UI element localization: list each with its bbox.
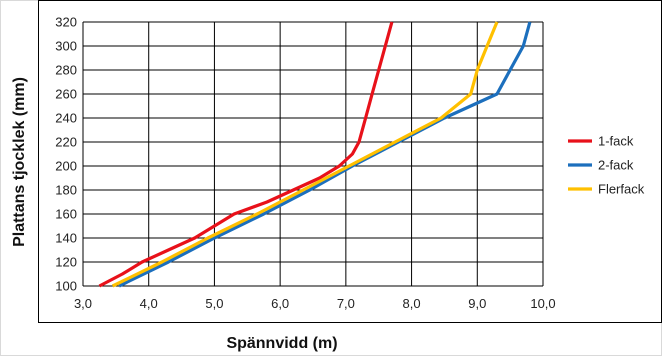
y-tick-label: 240 (55, 111, 77, 126)
x-tick-label: 3,0 (74, 296, 92, 311)
y-tick-label: 180 (55, 183, 77, 198)
y-tick-label: 300 (55, 39, 77, 54)
series-lines (98, 21, 532, 288)
tick-labels: 100 120 140 160 180 200 220 240 260 280 300 320 3,0 4… (55, 15, 555, 312)
legend-label: 1-fack (598, 134, 634, 149)
y-tick-label: 140 (55, 231, 77, 246)
x-tick-label: 7,0 (337, 296, 355, 311)
y-tick-label: 320 (55, 15, 77, 30)
x-tick-label: 8,0 (403, 296, 421, 311)
series-line-1 (98, 21, 394, 288)
x-tick-label: 6,0 (271, 296, 289, 311)
x-tick-label: 4,0 (140, 296, 158, 311)
gridlines (82, 21, 544, 287)
legend-label: 2-fack (598, 158, 634, 173)
y-tick-label: 280 (55, 63, 77, 78)
series-line-3 (111, 21, 499, 288)
y-tick-label: 260 (55, 87, 77, 102)
y-tick-label: 100 (55, 279, 77, 294)
x-tick-label: 10,0 (530, 296, 555, 311)
y-tick-label: 120 (55, 255, 77, 270)
x-axis-title: Spännvidd (m) (226, 335, 337, 352)
y-tick-label: 200 (55, 159, 77, 174)
legend: 1-fack 2-fack Flerfack (568, 134, 645, 197)
y-tick-label: 220 (55, 135, 77, 150)
x-tick-label: 9,0 (468, 296, 486, 311)
legend-label: Flerfack (598, 182, 645, 197)
x-tick-label: 5,0 (205, 296, 223, 311)
y-tick-label: 160 (55, 207, 77, 222)
y-axis-title: Plattans tjocklek (mm) (11, 77, 28, 247)
